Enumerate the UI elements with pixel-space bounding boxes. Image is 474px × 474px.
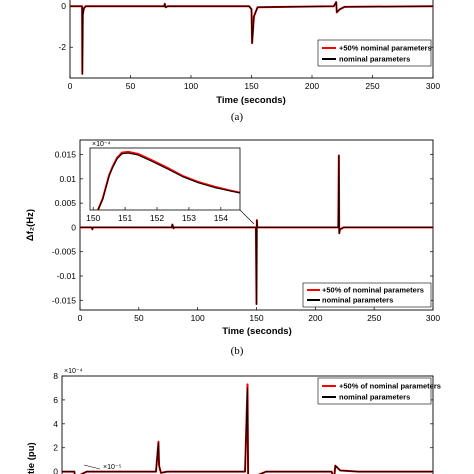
panel-c-legend: +50% of nominal parameters nominal param… [317, 377, 441, 405]
panel-a-x-tick-label: 250 [365, 81, 379, 91]
panel-c-y-tick-label: 4 [53, 419, 58, 429]
panel-c-annotation: ×10⁻⁵ [83, 464, 122, 471]
panel-a-legend: +50% nominal parameters nominal paramete… [317, 39, 432, 67]
panel-b-x-ticks: 0 50 100 150 200 250 300 [78, 307, 440, 323]
panel-a-y-tick-label: -2 [58, 42, 66, 52]
panel-c-y-tick-label: 2 [53, 443, 58, 453]
panel-b-y-tick-label: -0.01 [57, 271, 77, 281]
panel-b-y-axis-label: Δf₂(Hz) [25, 209, 36, 241]
panel-c-frame [61, 375, 434, 474]
inset-x-tick-label: 150 [86, 213, 100, 223]
panel-c-y-axis-label: tie (pu) [26, 442, 37, 474]
inset-x-tick-label: 151 [118, 213, 132, 223]
panel-b-x-tick-label: 250 [367, 313, 381, 323]
inset-x-tick-label: 153 [182, 213, 196, 223]
panel-a-caption: (a) [231, 111, 244, 123]
panel-b-x-tick-label: 0 [78, 313, 83, 323]
panel-c-legend-label-1: nominal parameters [339, 393, 410, 402]
inset-pointer-arrow [239, 209, 255, 225]
panel-b-x-axis-label: Time (seconds) [222, 326, 292, 337]
panel-b-series [80, 154, 433, 306]
panel-a-series-line-1 [70, 1, 434, 75]
inset-series [97, 150, 241, 211]
panel-a-series [70, 1, 434, 75]
panel-b-y-tick-label: -0.005 [52, 247, 76, 257]
panel-a-x-tick-label: 200 [305, 81, 319, 91]
panel-c-y-tick-label: 8 [53, 371, 58, 381]
panel-b-y-tick-label: 0.015 [55, 150, 77, 160]
panel-a-x-tick-label: 300 [426, 81, 440, 91]
panel-b-legend-box [302, 282, 432, 308]
panel-b-y-tick-label: -0.015 [52, 295, 76, 305]
panel-b-caption: (b) [231, 345, 244, 357]
panel-b-x-tick-label: 150 [249, 313, 263, 323]
inset-multiplier: ×10⁻⁴ [92, 141, 111, 148]
panel-a-x-tick-label: 150 [244, 81, 258, 91]
panel-b-x-tick-label: 200 [308, 313, 322, 323]
panel-b-y-tick-label: 0.01 [59, 174, 76, 184]
panel-a-legend-box [317, 39, 432, 67]
panel-a-x-tick-label: 0 [68, 81, 73, 91]
panel-c-y-tick-label: 0 [53, 467, 58, 474]
panel-c-annotation-arrow [83, 464, 101, 470]
inset-frame [89, 147, 241, 211]
panel-a-x-ticks: 0 50 100 150 200 250 300 [68, 75, 440, 91]
panel-c: ×10⁻⁴ 8 6 4 2 0 tie (pu) ×10⁻⁵ +50% of nomin… [26, 368, 441, 474]
panel-a-x-tick-label: 100 [184, 81, 198, 91]
panel-b-legend-label-0: +50% of nominal parameters [322, 286, 424, 295]
panel-a-x-tick-label: 50 [126, 81, 136, 91]
panel-a: 0 -2 0 50 100 150 200 250 300 +50% nominal para… [58, 0, 440, 123]
panel-a-legend-label-1: nominal parameters [339, 55, 410, 64]
panel-b-legend-label-1: nominal parameters [322, 296, 393, 305]
panel-a-legend-label-0: +50% nominal parameters [339, 44, 432, 53]
panel-c-legend-label-0: +50% of nominal parameters [339, 382, 441, 391]
panel-a-y-tick-label: 0 [61, 1, 66, 11]
panel-b-x-tick-label: 100 [191, 313, 205, 323]
inset-series-line-1 [97, 152, 241, 211]
panel-c-series-line-1 [62, 387, 433, 474]
panel-c-y-tick-label: 6 [53, 395, 58, 405]
inset-x-tick-label: 152 [150, 213, 164, 223]
panel-b-x-tick-label: 300 [426, 313, 440, 323]
panel-b-y-ticks: 0.015 0.01 0.005 0 -0.005 -0.01 -0.015 [52, 150, 433, 305]
panel-c-legend-box [317, 377, 432, 405]
inset-x-tick-label: 154 [214, 213, 228, 223]
panel-b-x-tick-label: 50 [134, 313, 144, 323]
panel-b-y-tick-label: 0 [71, 222, 76, 232]
panel-b-legend: +50% of nominal parameters nominal param… [302, 282, 432, 308]
inset-x-ticks: 150 151 152 153 154 [86, 207, 228, 223]
panel-b-series-line-1 [80, 154, 433, 305]
panel-b: 0.015 0.01 0.005 0 -0.005 -0.01 -0.015 0 50 100 1… [25, 139, 440, 357]
panel-c-multiplier: ×10⁻⁴ [64, 368, 83, 375]
panel-a-x-axis-label: Time (seconds) [216, 95, 286, 106]
panel-b-inset: ×10⁻⁴ 150 151 152 153 154 [86, 141, 255, 225]
panel-c-annotation-label: ×10⁻⁵ [103, 464, 122, 471]
panel-b-y-tick-label: 0.005 [55, 198, 77, 208]
panel-c-series [62, 383, 433, 474]
